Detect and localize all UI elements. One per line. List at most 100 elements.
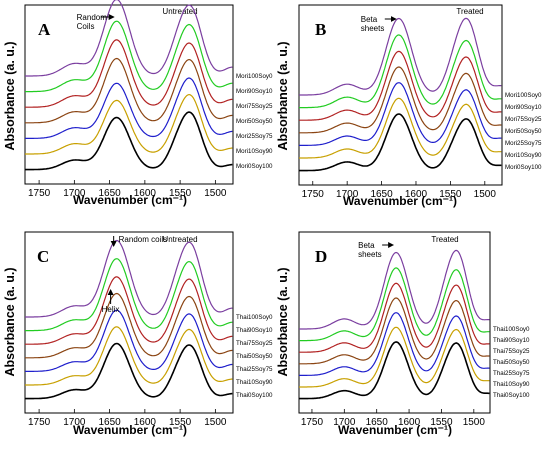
x-tick-label: 1550 bbox=[169, 417, 192, 428]
spectrum-line-Mori10Soy90 bbox=[25, 93, 233, 155]
x-tick-label: 1750 bbox=[28, 188, 51, 199]
spectrum-line-Mori100Soy0 bbox=[25, 0, 233, 77]
spectrum-line-Mori25Soy75 bbox=[25, 77, 233, 139]
spectrum-line-Mori0Soy100 bbox=[25, 111, 233, 171]
spectrum-line-Mori50Soy50 bbox=[25, 57, 233, 124]
series-label-Mori100Soy0: Mori100Soy0 bbox=[236, 73, 273, 80]
x-tick-label: 1500 bbox=[204, 417, 227, 428]
series-label-Mori90Soy10: Mori90Soy10 bbox=[505, 104, 542, 111]
series-label-Thai100Soy0: Thai100Soy0 bbox=[493, 326, 530, 333]
x-tick-label: 1750 bbox=[28, 417, 51, 428]
x-tick-label: 1700 bbox=[63, 188, 86, 199]
series-label-Mori50Soy50: Mori50Soy50 bbox=[505, 128, 542, 135]
spectrum-line-Thai0Soy100 bbox=[299, 341, 490, 400]
series-label-Thai100Soy0: Thai100Soy0 bbox=[236, 314, 273, 321]
x-tick-label: 1650 bbox=[370, 189, 393, 200]
series-label-Thai25Soy75: Thai25Soy75 bbox=[236, 366, 273, 373]
spectrum-line-Thai0Soy100 bbox=[25, 342, 233, 400]
series-label-Mori0Soy100: Mori0Soy100 bbox=[505, 164, 542, 171]
y-axis-label: Absorbance (a. u.) bbox=[3, 267, 17, 376]
series-label-Mori75Soy25: Mori75Soy25 bbox=[505, 116, 542, 123]
panel-letter: D bbox=[315, 247, 327, 266]
spectrum-line-Mori25Soy75 bbox=[299, 82, 502, 146]
series-label-Mori10Soy90: Mori10Soy90 bbox=[505, 152, 542, 159]
x-tick-label: 1650 bbox=[98, 417, 121, 428]
series-label-Mori0Soy100: Mori0Soy100 bbox=[236, 163, 273, 170]
x-tick-label: 1600 bbox=[134, 417, 157, 428]
x-axis-label: Wavenumber (cm⁻¹) bbox=[343, 194, 457, 208]
x-tick-label: 1750 bbox=[301, 417, 324, 428]
plot-frame bbox=[24, 4, 234, 185]
spectrum-line-Thai100Soy0 bbox=[299, 249, 490, 330]
series-label-Mori25Soy75: Mori25Soy75 bbox=[505, 140, 542, 147]
series-label-Thai50Soy50: Thai50Soy50 bbox=[493, 359, 530, 366]
treatment-label: Treated bbox=[431, 235, 458, 244]
spectrum-line-Thai100Soy0 bbox=[25, 239, 233, 318]
series-label-Mori50Soy50: Mori50Soy50 bbox=[236, 118, 273, 125]
y-axis-label: Absorbance (a. u.) bbox=[276, 41, 290, 150]
panel-letter: B bbox=[315, 20, 326, 39]
annotation-label: Beta sheets bbox=[358, 241, 382, 259]
x-tick-label: 1600 bbox=[134, 188, 157, 199]
series-label-Thai0Soy100: Thai0Soy100 bbox=[493, 392, 530, 399]
series-label-Mori75Soy25: Mori75Soy25 bbox=[236, 103, 273, 110]
spectrum-line-Thai25Soy75 bbox=[299, 312, 490, 376]
spectrum-line-Mori50Soy50 bbox=[299, 66, 502, 134]
spectrum-line-Thai50Soy50 bbox=[299, 297, 490, 365]
x-tick-label: 1500 bbox=[204, 188, 227, 199]
spectrum-line-Thai10Soy90 bbox=[25, 326, 233, 386]
x-tick-label: 1500 bbox=[463, 417, 486, 428]
series-label-Mori100Soy0: Mori100Soy0 bbox=[505, 92, 542, 99]
series-label-Thai50Soy50: Thai50Soy50 bbox=[236, 353, 273, 360]
x-tick-label: 1700 bbox=[63, 417, 86, 428]
spectrum-line-Mori75Soy25 bbox=[299, 50, 502, 121]
series-label-Thai90Soy10: Thai90Soy10 bbox=[493, 337, 530, 344]
spectrum-line-Thai10Soy90 bbox=[299, 326, 490, 388]
spectrum-line-Thai75Soy25 bbox=[25, 276, 233, 345]
panel-D: 1750 1700 1650 1600 1550 1500 D Treated Absorban… bbox=[276, 231, 530, 437]
x-tick-label: 1550 bbox=[169, 188, 192, 199]
annotation-label: Helix bbox=[102, 305, 120, 314]
series-label-Thai10Soy90: Thai10Soy90 bbox=[236, 379, 273, 386]
x-tick-label: 1650 bbox=[98, 188, 121, 199]
x-tick-label: 1600 bbox=[398, 417, 421, 428]
x-axis-label: Wavenumber (cm⁻¹) bbox=[73, 193, 187, 207]
panel-letter: A bbox=[38, 20, 51, 39]
x-tick-label: 1550 bbox=[430, 417, 453, 428]
spectrum-line-Mori75Soy25 bbox=[25, 39, 233, 108]
x-tick-label: 1700 bbox=[333, 417, 356, 428]
x-tick-label: 1650 bbox=[366, 417, 389, 428]
spectrum-line-Mori10Soy90 bbox=[299, 97, 502, 159]
series-label-Thai0Soy100: Thai0Soy100 bbox=[236, 392, 273, 399]
series-label-Mori25Soy75: Mori25Soy75 bbox=[236, 133, 273, 140]
spectrum-line-Thai50Soy50 bbox=[25, 292, 233, 359]
spectrum-line-Mori0Soy100 bbox=[299, 113, 502, 172]
series-label-Thai10Soy90: Thai10Soy90 bbox=[493, 381, 530, 388]
series-label-Mori10Soy90: Mori10Soy90 bbox=[236, 148, 273, 155]
panel-letter: C bbox=[37, 247, 49, 266]
spectrum-line-Thai90Soy10 bbox=[25, 258, 233, 332]
plot-frame bbox=[298, 231, 491, 414]
plot-frame bbox=[24, 231, 234, 414]
y-axis-label: Absorbance (a. u.) bbox=[276, 267, 290, 376]
annotation-label: Random Coils bbox=[77, 13, 108, 31]
x-axis-label: Wavenumber (cm⁻¹) bbox=[338, 423, 452, 437]
annotation-label: Beta sheets bbox=[361, 15, 385, 33]
spectrum-line-Thai25Soy75 bbox=[25, 309, 233, 372]
x-tick-label: 1550 bbox=[439, 189, 462, 200]
panel-A: 1750 1700 1650 1600 1550 1500 A Untreated Absorb… bbox=[3, 0, 273, 207]
panel-C: 1750 1700 1650 1600 1550 1500 C Untreated Absorb… bbox=[3, 231, 273, 437]
panel-B: 1750 1700 1650 1600 1550 1500 B Treated Absorban… bbox=[276, 4, 542, 208]
series-label-Thai75Soy25: Thai75Soy25 bbox=[236, 340, 273, 347]
x-axis-label: Wavenumber (cm⁻¹) bbox=[73, 423, 187, 437]
series-label-Thai75Soy25: Thai75Soy25 bbox=[493, 348, 530, 355]
x-tick-label: 1500 bbox=[474, 189, 497, 200]
series-label-Thai25Soy75: Thai25Soy75 bbox=[493, 370, 530, 377]
spectrum-line-Thai90Soy10 bbox=[299, 267, 490, 342]
annotation-label: Random coils bbox=[119, 235, 167, 244]
x-tick-label: 1700 bbox=[336, 189, 359, 200]
series-label-Mori90Soy10: Mori90Soy10 bbox=[236, 88, 273, 95]
treatment-label: Untreated bbox=[162, 7, 197, 16]
treatment-label: Untreated bbox=[162, 235, 197, 244]
